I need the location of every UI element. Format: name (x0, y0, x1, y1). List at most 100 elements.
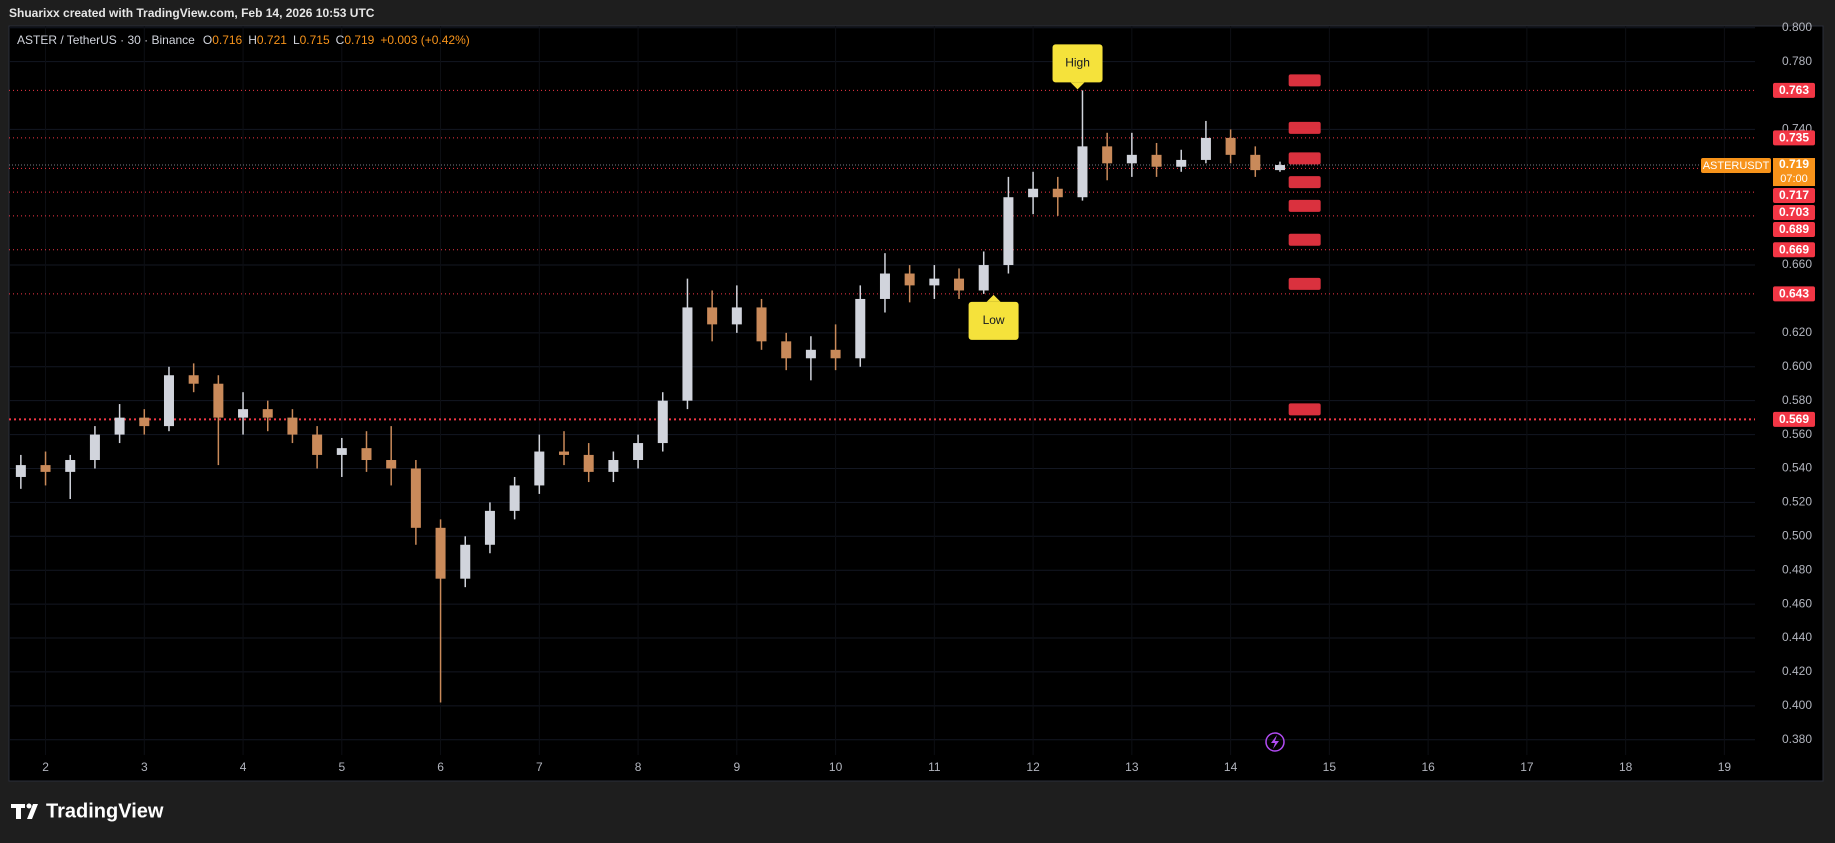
level-tag (1288, 277, 1321, 290)
level-tag (1288, 199, 1321, 212)
legend-value: 0.715 (300, 33, 330, 47)
x-tick-label: 11 (928, 760, 941, 774)
last-price-label: 0.719 (1779, 157, 1809, 171)
x-tick-label: 18 (1619, 760, 1633, 774)
level-tag (1288, 121, 1321, 134)
candle-body (213, 383, 224, 418)
level-price-label: 0.669 (1779, 242, 1809, 256)
level-tag (1288, 233, 1321, 246)
candle-body (1151, 154, 1162, 167)
level-price-box (1773, 188, 1815, 204)
legend-field: O (203, 33, 212, 47)
candle-body (139, 417, 150, 427)
icon-ring (1265, 732, 1285, 752)
y-tick-label: 0.380 (1782, 732, 1812, 746)
candle-body (188, 375, 199, 384)
candle-body (312, 434, 323, 455)
legend-value: 0.719 (344, 33, 374, 47)
y-tick-label: 0.460 (1782, 596, 1812, 610)
annotation-box (968, 301, 1019, 340)
x-tick-label: 14 (1224, 760, 1238, 774)
candle-body (1176, 159, 1187, 167)
level-tag (1288, 74, 1321, 87)
legend-field: C (336, 33, 345, 47)
candle-body (1200, 137, 1211, 160)
brand: TradingView (46, 800, 164, 822)
header-text: Shuarixx created with TradingView.com, F… (9, 6, 375, 20)
legend-value: 0.721 (257, 33, 287, 47)
candle-body (1102, 146, 1113, 164)
level-price-label: 0.763 (1779, 83, 1809, 97)
annotation-pointer (1070, 82, 1085, 90)
candle-body (608, 460, 619, 472)
candle-body (89, 434, 100, 461)
level-price-box (1773, 130, 1815, 146)
candle-body (1052, 188, 1063, 198)
candle-body (559, 451, 570, 455)
logo-mark (11, 804, 38, 819)
candle-body (15, 465, 26, 477)
y-tick-label: 0.420 (1782, 664, 1812, 678)
y-tick-label: 0.520 (1782, 495, 1812, 509)
candle-body (435, 527, 446, 579)
lightning-icon (1265, 732, 1285, 752)
candle-body (386, 460, 397, 469)
candle-body (262, 409, 273, 418)
candle-body (731, 307, 742, 325)
x-tick-label: 6 (437, 760, 444, 774)
candle-body (336, 448, 347, 455)
candle-body (583, 454, 594, 472)
candle-body (509, 485, 520, 511)
candle-body (781, 341, 792, 359)
x-tick-label: 2 (42, 760, 49, 774)
level-price-box (1773, 222, 1815, 238)
candle-body (40, 465, 51, 472)
y-tick-label: 0.600 (1782, 359, 1812, 373)
chart-panel (8, 25, 1824, 782)
level-price-label: 0.717 (1779, 188, 1809, 202)
candle-body (114, 417, 125, 435)
x-tick-label: 19 (1718, 760, 1732, 774)
legend-field: H (248, 33, 257, 47)
y-tick-label: 0.480 (1782, 562, 1812, 576)
candle-body (460, 544, 471, 579)
level-price-box (1773, 286, 1815, 302)
candle-body (954, 278, 965, 291)
candle-body (484, 510, 495, 545)
candle-body (1274, 165, 1285, 171)
level-tag (1288, 152, 1321, 165)
legend-field: L (293, 33, 300, 47)
candle-body (1077, 146, 1088, 198)
x-tick-label: 15 (1323, 760, 1337, 774)
legend-value: 0.716 (212, 33, 242, 47)
legend-symbol: ASTER / TetherUS · 30 · Binance (17, 33, 195, 47)
level-price-label: 0.689 (1779, 222, 1809, 236)
x-tick-label: 16 (1421, 760, 1435, 774)
candle-body (879, 273, 890, 299)
level-price-box (1773, 242, 1815, 258)
y-tick-label: 0.800 (1782, 20, 1812, 34)
x-tick-label: 9 (733, 760, 740, 774)
candle-body (163, 375, 174, 427)
candle-body (633, 443, 644, 461)
candle-body (1250, 154, 1261, 171)
last-price-box (1773, 158, 1815, 187)
level-tag (1288, 176, 1321, 189)
candle-body (978, 265, 989, 291)
x-tick-label: 3 (141, 760, 148, 774)
x-tick-label: 12 (1026, 760, 1040, 774)
level-price-label: 0.735 (1779, 131, 1809, 145)
y-tick-label: 0.580 (1782, 393, 1812, 407)
x-tick-label: 8 (635, 760, 642, 774)
candle-body (1126, 154, 1137, 164)
annotation-text: High (1065, 56, 1090, 70)
candle-body (904, 273, 915, 286)
candle-body (1225, 137, 1236, 155)
y-tick-label: 0.500 (1782, 528, 1812, 542)
legend-change: +0.003 (+0.42%) (380, 33, 469, 47)
x-tick-label: 13 (1125, 760, 1139, 774)
candle-body (805, 349, 816, 359)
countdown: 07:00 (1780, 173, 1808, 185)
candle-body (65, 460, 76, 472)
